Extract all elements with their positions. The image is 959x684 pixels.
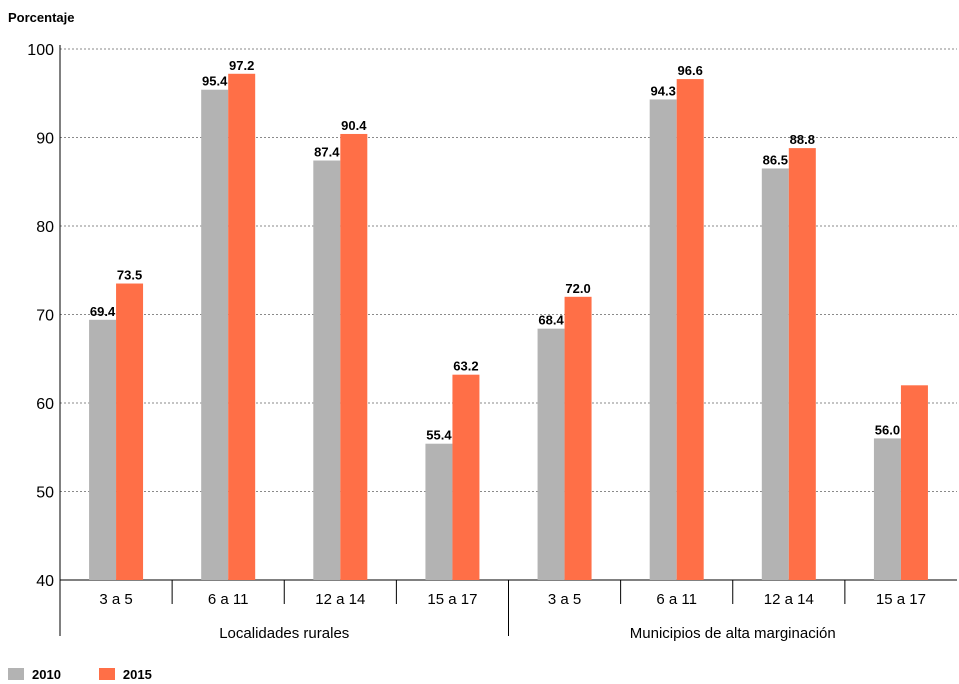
y-tick-label-90: 90 (36, 131, 54, 148)
data-label-2010: 95.4 (202, 74, 228, 89)
legend-item-2010: 2010 (8, 667, 61, 682)
data-label-2015: 88.8 (790, 132, 815, 147)
y-tick-label-60: 60 (36, 396, 54, 413)
group-label: Localidades rurales (219, 625, 349, 642)
legend-swatch-2015 (98, 668, 115, 680)
data-label-2010: 68.4 (538, 313, 564, 328)
data-label-2015: 72.0 (565, 281, 590, 296)
data-label-2010: 87.4 (314, 145, 340, 160)
bar-2015 (452, 374, 480, 580)
data-label-2015: 96.6 (678, 63, 703, 78)
y-tick-label-50: 50 (36, 485, 54, 502)
bar-2010 (201, 89, 229, 581)
bar-2015 (788, 148, 816, 580)
bar-2010 (313, 160, 341, 580)
bar-2015 (116, 283, 144, 580)
legend-label-2015: 2015 (122, 666, 152, 682)
data-label-2010: 86.5 (763, 152, 788, 167)
bar-2010 (89, 319, 117, 580)
y-tick-label-80: 80 (36, 219, 54, 236)
legend-swatch-2010 (8, 668, 24, 680)
legend-label-2010: 2010 (32, 666, 61, 682)
bar-2010 (649, 99, 677, 580)
bar-2015 (564, 296, 592, 580)
bar-2010 (761, 168, 789, 580)
data-label-2010: 69.4 (90, 304, 116, 319)
bar-2015 (228, 73, 256, 580)
bar-chart: 40 50 60 70 80 90 100 3 a 5 6 a 11 12 a 14 15 a 17… (27, 42, 957, 642)
x-tick-label: 6 a 11 (208, 591, 249, 608)
x-tick-label: 12 a 14 (315, 591, 365, 608)
y-tick-label-40: 40 (36, 573, 54, 590)
data-label-2015: 90.4 (341, 118, 367, 133)
bar-2015 (900, 385, 928, 580)
x-tick-label: 15 a 17 (876, 591, 926, 608)
x-tick-label: 15 a 17 (427, 591, 477, 608)
bar-2010 (425, 443, 453, 580)
bar-2010 (537, 328, 565, 580)
x-tick-label: 6 a 11 (656, 591, 697, 608)
data-label-2010: 56.0 (875, 422, 900, 437)
y-axis-title: Porcentaje (8, 10, 75, 25)
data-label-2010: 55.4 (426, 428, 452, 443)
y-tick-label-100: 100 (27, 42, 54, 59)
data-label-2015: 97.2 (229, 58, 254, 73)
group-label: Municipios de alta marginación (630, 625, 836, 642)
legend: 2010 2015 (8, 666, 190, 682)
bar-2010 (873, 438, 901, 580)
x-tick-label: 3 a 5 (548, 591, 581, 608)
data-label-2010: 94.3 (651, 83, 676, 98)
x-tick-label: 12 a 14 (764, 591, 814, 608)
x-tick-label: 3 a 5 (99, 591, 132, 608)
bar-2015 (676, 79, 704, 580)
data-label-2015: 63.2 (453, 359, 478, 374)
bar-2015 (340, 133, 368, 580)
data-label-2015: 73.5 (117, 268, 142, 283)
y-tick-label-70: 70 (36, 308, 54, 325)
legend-item-2015: 2015 (98, 666, 152, 682)
